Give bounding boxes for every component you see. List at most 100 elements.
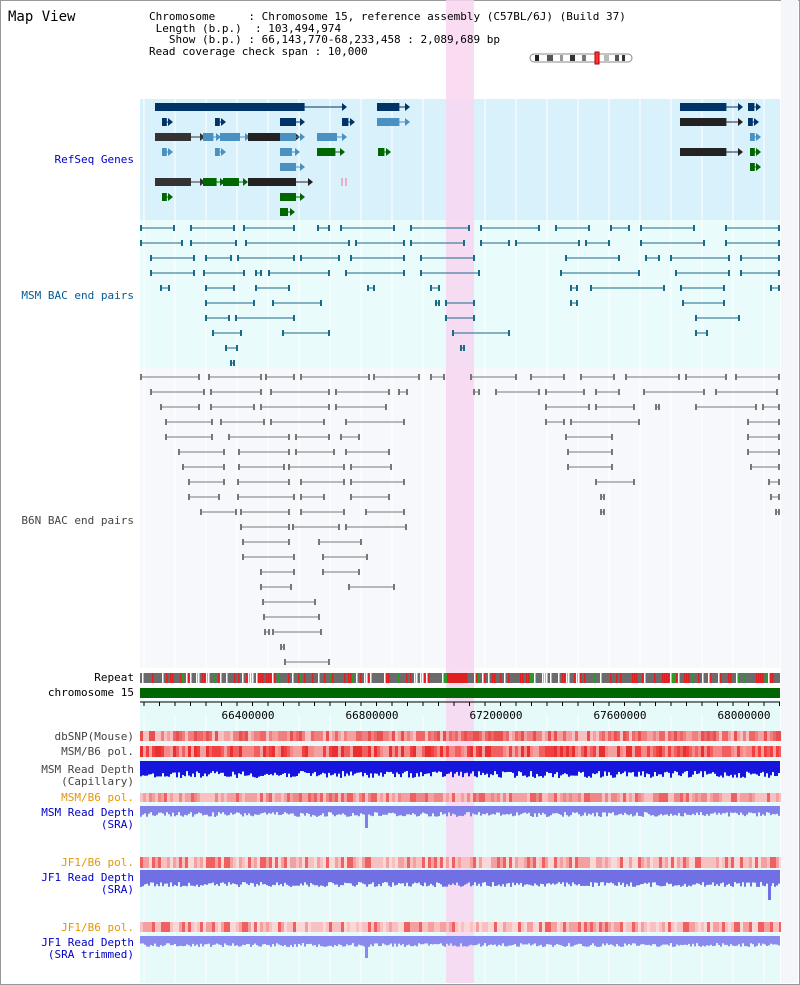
track-label-msm-depth-sra[interactable]: MSM Read Depth (SRA) [0, 807, 134, 831]
heat-cell [146, 731, 149, 741]
heat-cell [734, 793, 737, 802]
heat-cell [329, 793, 332, 802]
heat-cell [155, 857, 158, 868]
ideogram-band [547, 55, 553, 61]
heat-cell [629, 922, 632, 932]
heat-cell [296, 731, 299, 741]
bac-end-left [565, 255, 567, 261]
heat-cell [227, 731, 230, 741]
track-label-jf1-b6-pol-2[interactable]: JF1/B6 pol. [61, 921, 134, 934]
depth-bar [190, 870, 192, 886]
bac-end-right [628, 225, 630, 231]
bac-end-left [230, 360, 232, 366]
depth-bar [336, 870, 338, 885]
depth-bar [146, 936, 148, 947]
heat-cell [422, 857, 425, 868]
repeat-element [620, 673, 622, 683]
bac-end-left [205, 255, 207, 261]
depth-bar [268, 806, 270, 814]
depth-bar [414, 870, 416, 883]
heat-cell [209, 731, 212, 741]
heat-cell [761, 746, 764, 757]
depth-bar [242, 870, 244, 883]
depth-bar [224, 806, 226, 815]
depth-bar [264, 870, 266, 885]
depth-bar [346, 806, 348, 817]
repeat-element [330, 673, 332, 683]
heat-cell [242, 857, 245, 868]
heat-cell [206, 746, 209, 757]
depth-bar [576, 761, 578, 776]
bac-end-right [578, 240, 580, 246]
repeat-element [274, 673, 276, 683]
heat-cell [353, 731, 356, 741]
track-label-dbsnp[interactable]: dbSNP(Mouse) [54, 730, 134, 743]
heat-cell [419, 857, 422, 868]
depth-bar [280, 870, 282, 884]
heat-cell [206, 857, 209, 868]
heat-cell [776, 857, 779, 868]
depth-bar [622, 936, 624, 947]
track-label-jf1-depth-trimmed[interactable]: JF1 Read Depth (SRA trimmed) [0, 937, 134, 961]
depth-spike [768, 870, 771, 900]
depth-bar [468, 870, 470, 883]
heat-cell [536, 922, 539, 932]
track-label-b6n-bac[interactable]: B6N BAC end pairs [21, 514, 134, 527]
depth-bar [414, 761, 416, 778]
depth-bar [238, 806, 240, 813]
heat-cell [518, 793, 521, 802]
heat-cell [191, 922, 194, 932]
heat-cell [407, 793, 410, 802]
track-label-refseq[interactable]: RefSeq Genes [54, 153, 134, 166]
repeat-element [447, 673, 467, 683]
depth-bar [412, 761, 414, 778]
heat-cell [278, 731, 281, 741]
heat-cell [581, 857, 584, 868]
heat-cell [506, 793, 509, 802]
track-label-msm-bac[interactable]: MSM BAC end pairs [21, 289, 134, 302]
track-label-msm-b6-pol[interactable]: MSM/B6 pol. [61, 745, 134, 758]
track-label-jf1-depth-sra[interactable]: JF1 Read Depth (SRA) [0, 872, 134, 896]
depth-bar [234, 936, 236, 946]
depth-bar [732, 936, 734, 946]
depth-bar [570, 870, 572, 887]
heat-cell [140, 857, 143, 868]
bac-end-right [338, 524, 340, 530]
heat-cell [245, 793, 248, 802]
depth-bar [702, 761, 704, 778]
heat-cell [695, 922, 698, 932]
heat-cell [683, 857, 686, 868]
track-label-chromosome: chromosome 15 [47, 686, 134, 699]
track-label-msm-b6-pol-2[interactable]: MSM/B6 pol. [61, 791, 134, 804]
heat-cell [773, 731, 776, 741]
heat-cell [617, 922, 620, 932]
gene-strand-arrow [168, 148, 173, 156]
heat-cell [182, 922, 185, 932]
depth-bar [690, 936, 692, 947]
depth-bar [484, 870, 486, 883]
track-label-jf1-b6-pol[interactable]: JF1/B6 pol. [61, 856, 134, 869]
depth-bar [528, 806, 530, 813]
heat-cell [698, 793, 701, 802]
heat-cell [359, 857, 362, 868]
depth-bar [298, 806, 300, 817]
depth-bar [772, 806, 774, 814]
repeat-element [196, 673, 198, 683]
depth-bar [274, 936, 276, 947]
heat-cell [218, 731, 221, 741]
heat-cell [338, 793, 341, 802]
heat-cell [218, 793, 221, 802]
track-label-msm-depth-capillary[interactable]: MSM Read Depth (Capillary) [0, 764, 134, 788]
refseq-genes [155, 103, 761, 216]
bac-end-right [576, 300, 578, 306]
heat-cell [473, 857, 476, 868]
depth-bar [264, 806, 266, 813]
heat-cell [434, 857, 437, 868]
bac-end-left [725, 225, 727, 231]
depth-bar [240, 761, 242, 775]
heat-cell [743, 731, 746, 741]
depth-bar [566, 761, 568, 775]
heat-cell [716, 857, 719, 868]
heat-cell [455, 922, 458, 932]
